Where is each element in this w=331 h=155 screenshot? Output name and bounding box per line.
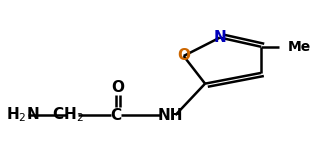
Text: C: C <box>111 108 121 123</box>
Text: NH: NH <box>158 108 183 123</box>
Text: N: N <box>213 30 226 45</box>
Text: CH$_2$: CH$_2$ <box>52 106 84 124</box>
Text: O: O <box>177 49 190 64</box>
Text: O: O <box>112 80 124 95</box>
Text: H$_2$N: H$_2$N <box>6 106 40 124</box>
Text: Me: Me <box>287 40 311 54</box>
